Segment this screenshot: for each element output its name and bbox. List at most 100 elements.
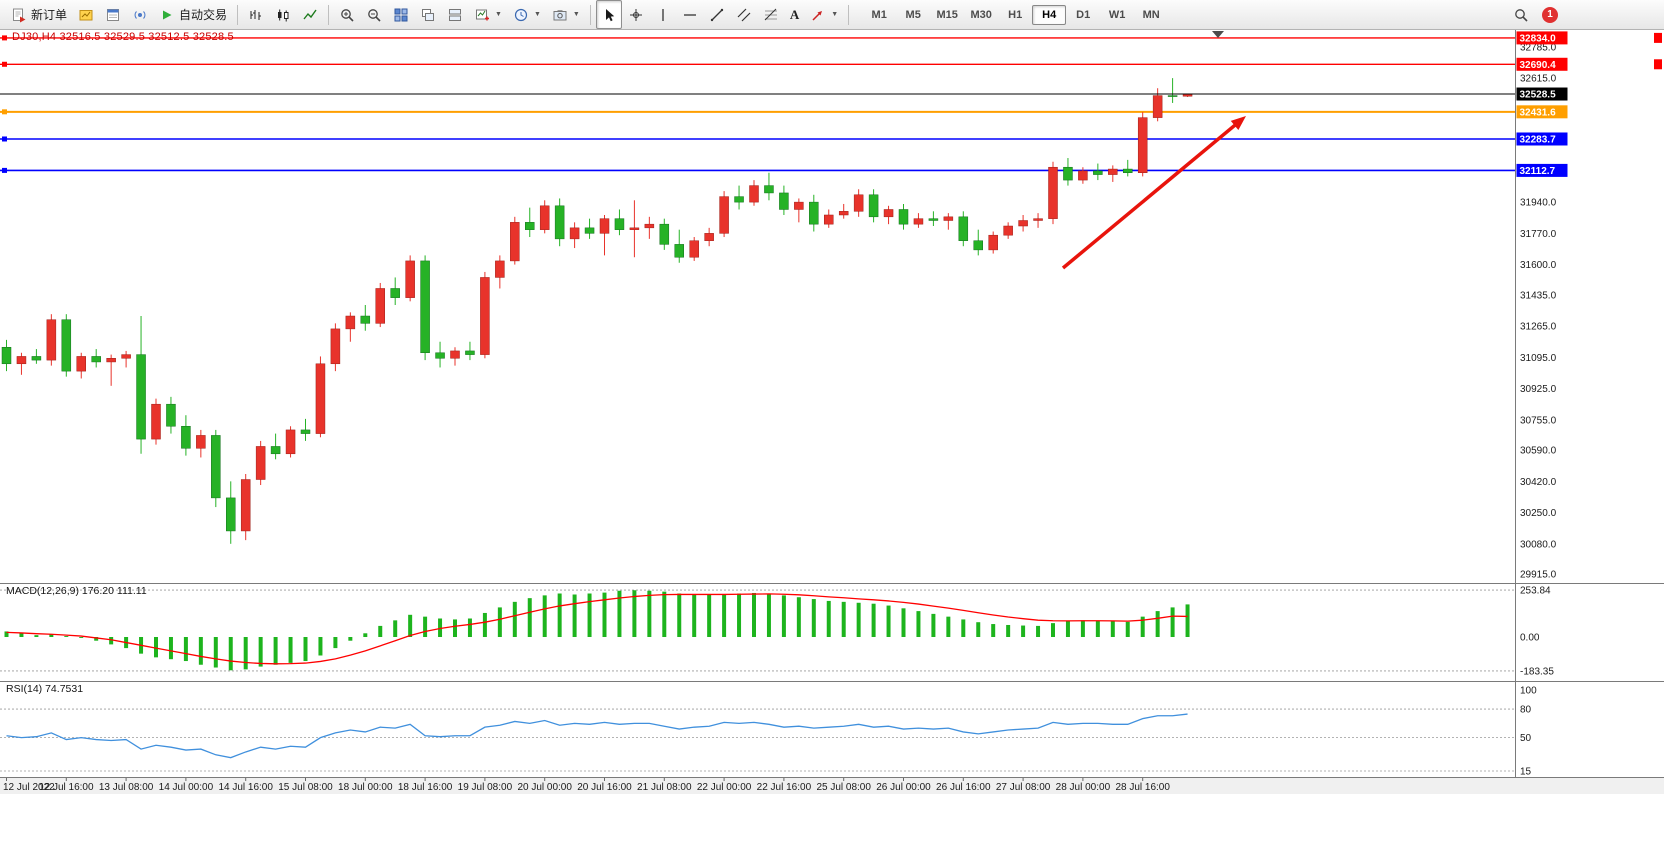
toolbar-separator — [848, 4, 850, 25]
price-tick-label: 31770.0 — [1520, 229, 1557, 240]
zoom-in-button[interactable] — [334, 0, 360, 29]
candle-body — [539, 205, 550, 230]
profile-icon — [79, 9, 93, 20]
timeframe-button-m5[interactable]: M5 — [905, 8, 921, 21]
zoom-out-icon — [368, 8, 381, 22]
candle-body — [958, 216, 969, 241]
chart-profile-button[interactable] — [73, 0, 99, 29]
market-watch-button[interactable] — [100, 0, 126, 29]
price-tick-label: 31940.0 — [1520, 198, 1557, 209]
timeframe-button-mn[interactable]: MN — [1142, 8, 1160, 21]
timeframe-button-h4[interactable]: H4 — [1032, 4, 1067, 25]
candle-body — [809, 201, 819, 225]
candle-body — [480, 277, 490, 355]
candle-body — [853, 194, 864, 212]
dropdown-caret-icon: ▼ — [831, 11, 839, 18]
chart-shift-marker[interactable] — [1212, 31, 1224, 38]
period-button[interactable]: ▼ — [508, 0, 546, 29]
candle-body — [1123, 168, 1133, 173]
rsi-line — [6, 713, 1188, 759]
new-chart-button[interactable]: ▼ — [469, 0, 507, 29]
bar-chart-button[interactable] — [243, 0, 269, 29]
horizontal-line-tool-button[interactable] — [677, 0, 703, 29]
arrows-tool-button[interactable]: ▼ — [805, 0, 843, 29]
price-tick-label: 31435.0 — [1520, 290, 1557, 301]
time-axis-label: 14 Jul 16:00 — [218, 782, 273, 793]
timeframe-button-m15[interactable]: M15 — [936, 8, 958, 21]
timeframe-button-h1[interactable]: H1 — [1008, 8, 1023, 21]
candle-body — [898, 209, 909, 225]
price-tick-label: 31095.0 — [1520, 353, 1557, 364]
candle-body — [1137, 117, 1148, 173]
line-drag-handle[interactable] — [2, 35, 7, 41]
candle-body — [166, 403, 176, 427]
line-drag-handle[interactable] — [2, 136, 7, 142]
search-button[interactable] — [1508, 0, 1534, 29]
time-axis-label: 28 Jul 16:00 — [1115, 782, 1170, 793]
trend-arrow-head[interactable] — [1230, 116, 1246, 131]
crosshair-tool-button[interactable] — [623, 0, 649, 29]
time-axis-label: 25 Jul 08:00 — [816, 782, 871, 793]
price-badge — [1516, 31, 1568, 45]
candle-body — [599, 218, 610, 234]
play-icon — [163, 10, 172, 19]
candle-body — [121, 354, 131, 359]
snapshot-icon — [553, 9, 567, 20]
line-drag-handle[interactable] — [2, 167, 7, 173]
candle-body — [569, 227, 580, 240]
price-tick-label: 31600.0 — [1520, 260, 1557, 271]
channel-icon — [737, 8, 751, 21]
snapshot-button[interactable]: ▼ — [547, 0, 585, 29]
new-order-button[interactable]: 新订单 — [6, 0, 72, 29]
candle-body — [255, 446, 266, 480]
candle-body — [375, 288, 385, 324]
signal-icon — [134, 10, 146, 19]
tile-windows-button[interactable] — [388, 0, 414, 29]
candlestick-chart-button[interactable] — [270, 0, 296, 29]
candle-body — [106, 358, 116, 363]
main-toolbar: 新订单 自动交易 — [0, 0, 1664, 30]
timeframe-button-w1[interactable]: W1 — [1108, 8, 1126, 21]
candle-body — [61, 319, 72, 372]
cursor-tool-button[interactable] — [595, 0, 622, 29]
text-tool-button[interactable]: A — [785, 0, 804, 29]
timeframe-button-d1[interactable]: D1 — [1076, 8, 1091, 21]
price-tick-label: 30755.0 — [1520, 415, 1557, 426]
notification-badge[interactable]: 1 — [1542, 6, 1558, 23]
timeframe-button-m30[interactable]: M30 — [970, 8, 992, 21]
candle-body — [1048, 166, 1058, 219]
zoom-out-button[interactable] — [361, 0, 387, 29]
data-window-button[interactable] — [127, 0, 153, 29]
candle-body — [525, 222, 535, 230]
timeframe-button-m1[interactable]: M1 — [871, 8, 887, 21]
cascade-windows-button[interactable] — [415, 0, 441, 29]
toolbar-separator — [589, 4, 591, 25]
autotrading-button[interactable]: 自动交易 — [154, 0, 232, 29]
rsi-tick-label: 100 — [1520, 686, 1537, 697]
candle-body — [345, 315, 356, 330]
macd-tick-label: 0.00 — [1520, 633, 1540, 644]
channel-tool-button[interactable] — [731, 0, 757, 29]
horizontal-line-icon — [683, 13, 696, 16]
trend-arrow[interactable] — [1061, 119, 1241, 270]
price-tick-label: 30420.0 — [1520, 477, 1557, 488]
price-tick-label: 30250.0 — [1520, 508, 1557, 519]
toolbar-separator — [328, 4, 330, 25]
time-axis-label: 13 Jul 08:00 — [99, 782, 154, 793]
macd-indicator-label: MACD(12,26,9) 176.20 111.11 — [6, 585, 147, 597]
candle-body — [465, 350, 475, 355]
line-drag-handle[interactable] — [2, 109, 7, 115]
candle-body — [330, 328, 341, 365]
price-badge-label: 32283.7 — [1520, 135, 1557, 146]
price-badge — [1516, 163, 1568, 177]
candle-body — [151, 403, 161, 440]
line-drag-handle[interactable] — [2, 61, 7, 67]
tile-horizontal-button[interactable] — [442, 0, 468, 29]
fibonacci-tool-button[interactable] — [758, 0, 784, 29]
right-edge-marker — [1654, 32, 1662, 43]
line-chart-button[interactable] — [297, 0, 323, 29]
trendline-tool-button[interactable] — [704, 0, 730, 29]
vertical-line-tool-button[interactable] — [650, 0, 676, 29]
